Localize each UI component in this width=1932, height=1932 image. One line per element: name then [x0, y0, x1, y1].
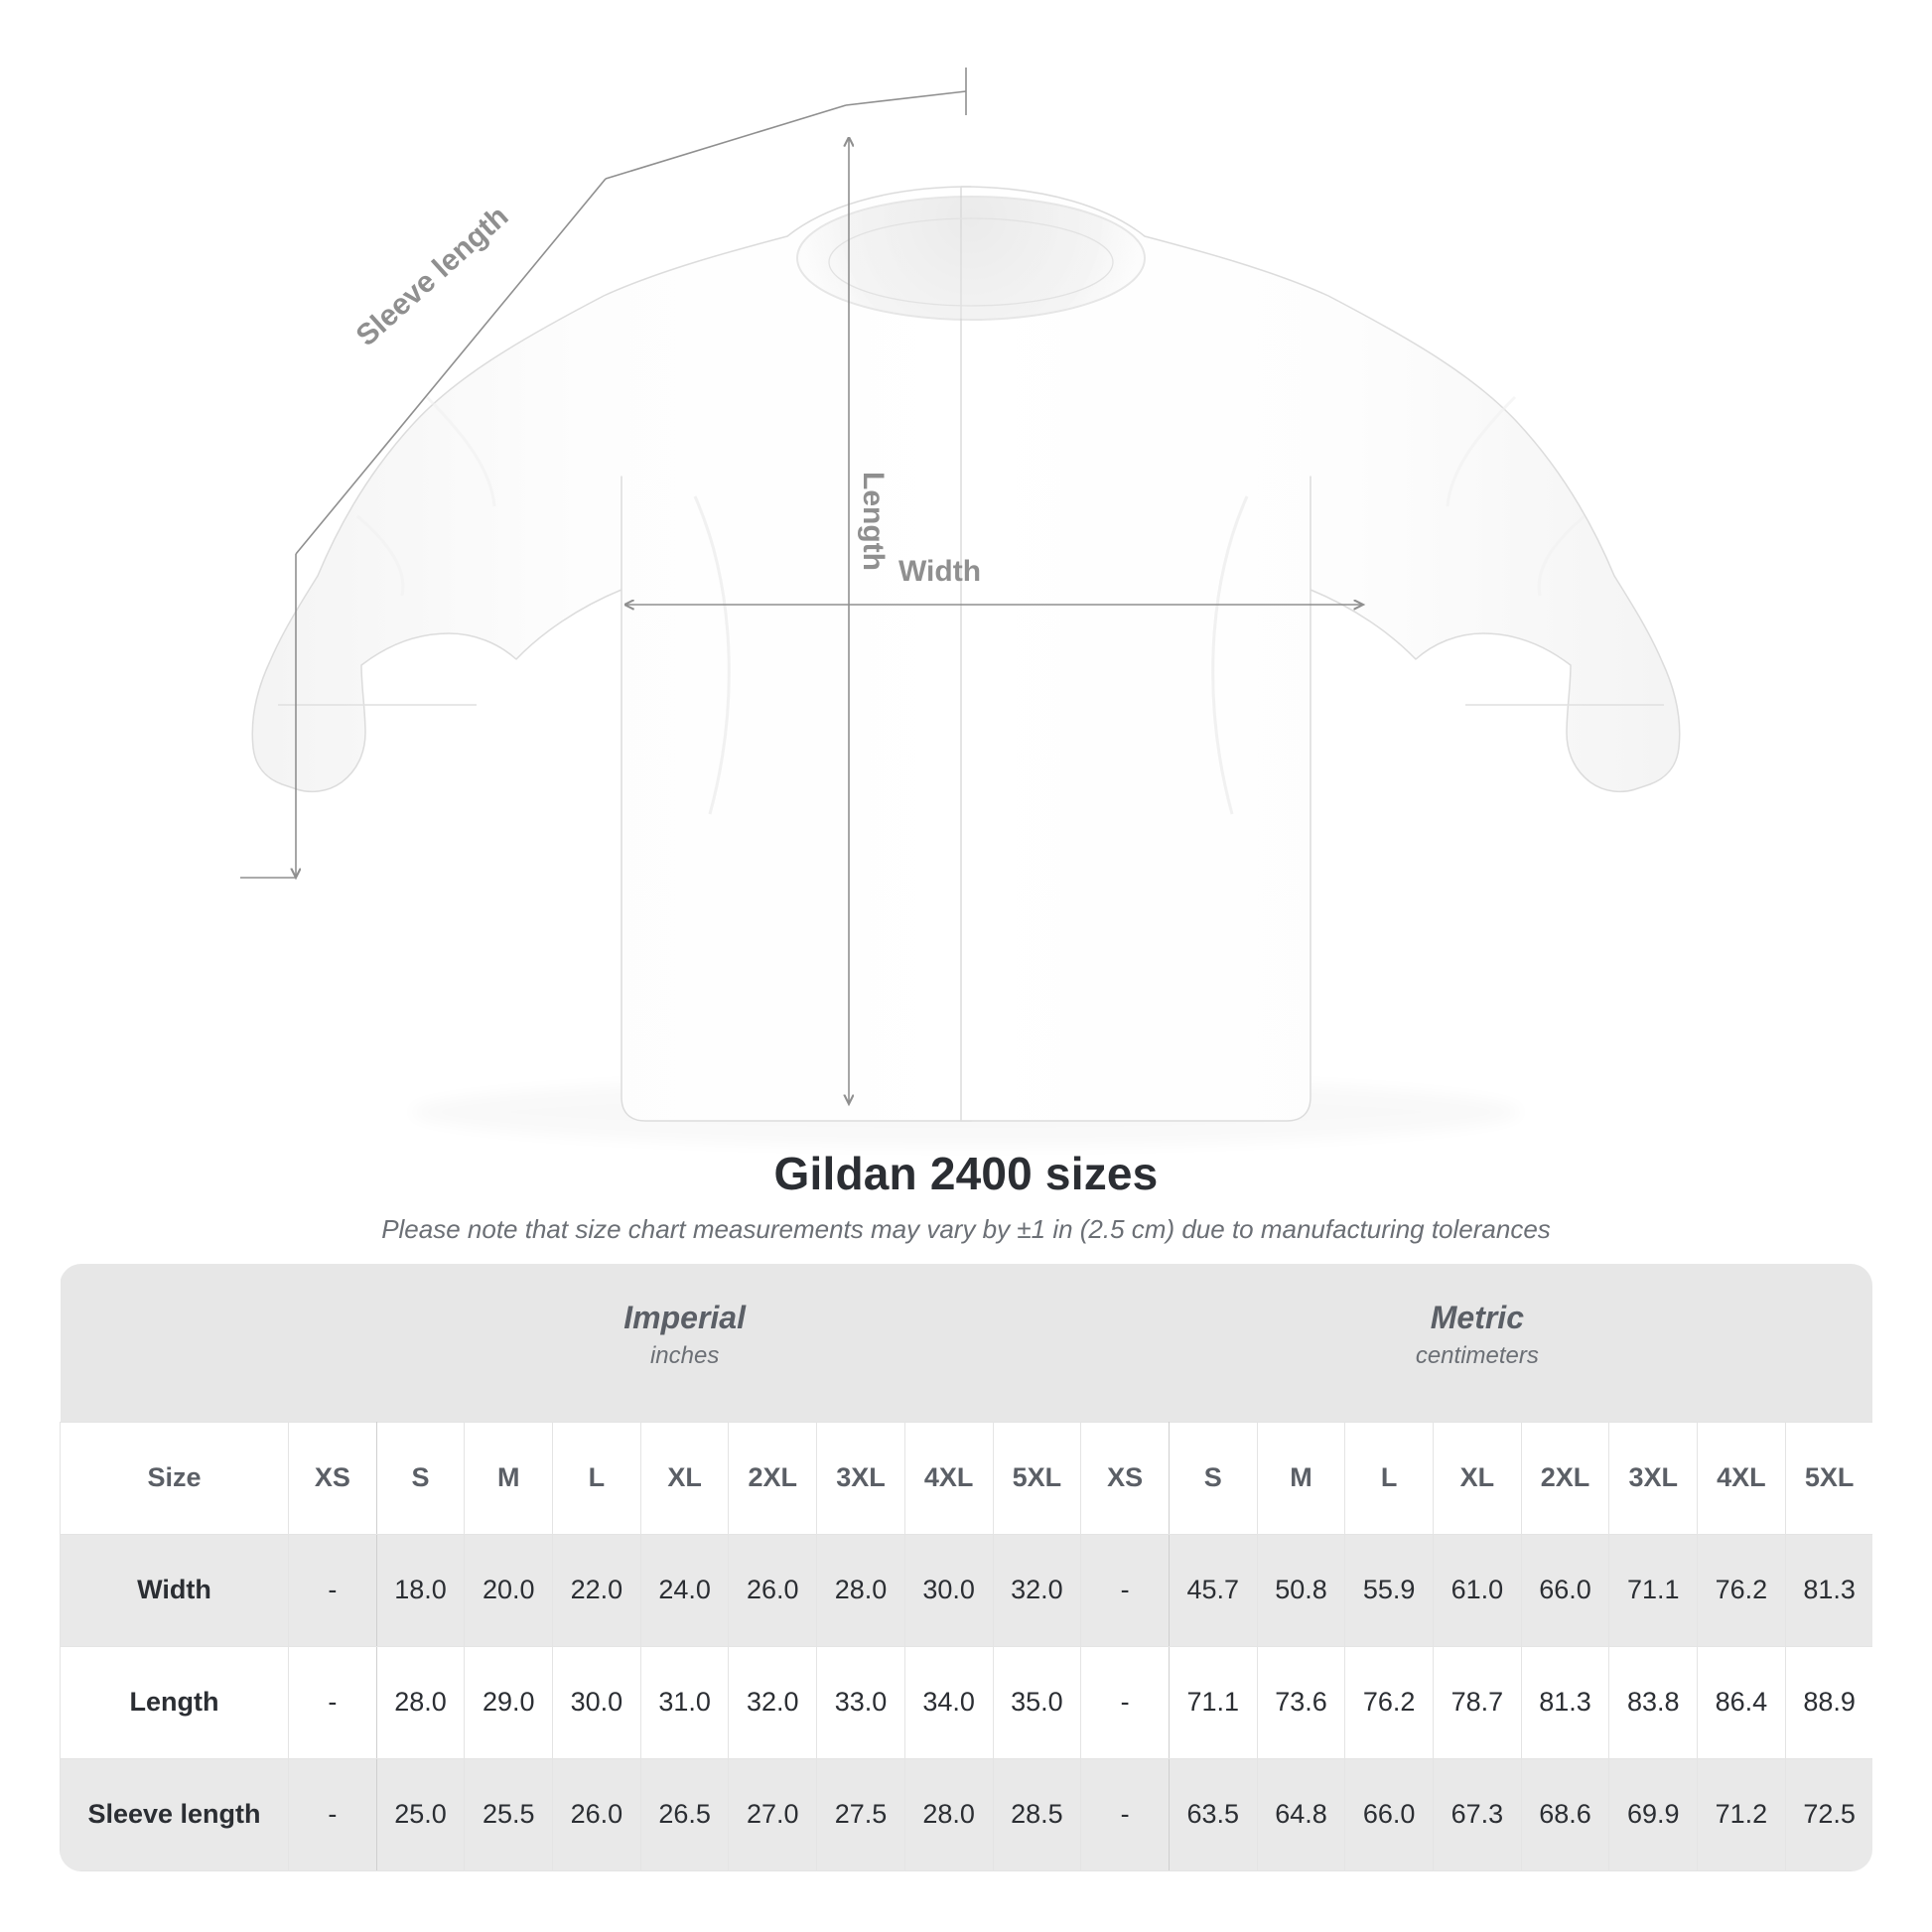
svg-text:Width: Width	[898, 555, 981, 588]
svg-text:Sleeve length: Sleeve length	[350, 200, 515, 352]
svg-text:Length: Length	[857, 472, 890, 571]
